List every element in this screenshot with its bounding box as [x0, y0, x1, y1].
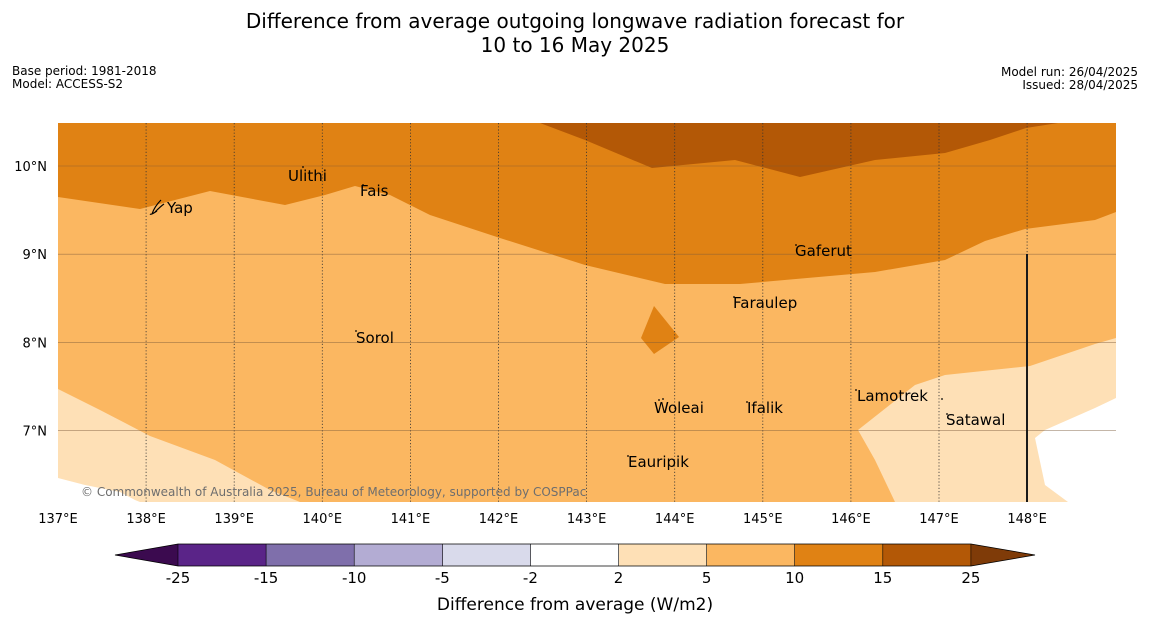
longitude-label: 147°E [919, 512, 959, 527]
zone-neutral-southwest [58, 478, 140, 502]
copyright-notice: © Commonwealth of Australia 2025, Bureau… [81, 485, 586, 499]
colorbar-tick: 2 [614, 569, 624, 587]
title-line-2: 10 to 16 May 2025 [480, 33, 670, 57]
colorbar-bin-15-25 [883, 544, 971, 566]
latitude-label: 9°N [23, 248, 48, 263]
meta-right: Model run: 26/04/2025 Issued: 28/04/2025 [1001, 66, 1138, 92]
zone-2-5-southwest [58, 389, 300, 502]
place-eauripik: Eauripik [628, 453, 689, 471]
place-ulithi: Ulithi [288, 167, 327, 185]
model-run: Model run: 26/04/2025 [1000, 65, 1138, 79]
place-yap: Yap [166, 199, 193, 217]
colorbar-tick: -2 [523, 569, 538, 587]
zone-15-25-north [540, 123, 1058, 177]
ulithi-marker [302, 166, 304, 168]
satawal-marker [946, 413, 948, 415]
place-labels: Ulithi Fais Yap Gaferut Faraulep Sorol L… [166, 166, 1005, 471]
colorbar-below-min [115, 544, 178, 566]
contour-layer [58, 123, 1116, 502]
place-sorol: Sorol [356, 329, 394, 347]
base-period: Base period: 1981-2018 [12, 64, 157, 78]
zone-10-15-patch [641, 306, 679, 354]
colorbar-bin--15--10 [266, 544, 354, 566]
colorbar-tick-labels: -25 -15 -10 -5 -2 2 5 10 15 25 [166, 569, 981, 587]
colorbar-dividers [177, 544, 972, 566]
colorbar-tick: -25 [166, 569, 191, 587]
place-ifalik: Ifalik [747, 399, 783, 417]
model-name: Model: ACCESS-S2 [12, 77, 124, 91]
faraulep-marker [733, 296, 735, 298]
title-line-1: Difference from average outgoing longwav… [245, 9, 905, 33]
longitude-label: 138°E [126, 512, 166, 527]
place-gaferut: Gaferut [795, 242, 852, 260]
colorbar-title: Difference from average (W/m2) [437, 595, 713, 615]
lamotrek-east-marker [941, 398, 943, 400]
longitude-label: 148°E [1007, 512, 1047, 527]
zone-neutral-east [1035, 398, 1116, 502]
colorbar-bin--5--2 [443, 544, 531, 566]
colorbar: -25 -15 -10 -5 -2 2 5 10 15 25 Difference from av… [114, 543, 1036, 615]
longitude-label: 139°E [214, 512, 254, 527]
longitude-label: 144°E [655, 512, 695, 527]
gaferut-marker [795, 244, 797, 246]
colorbar-tick: 25 [961, 569, 980, 587]
colorbar-bin--25--15 [178, 544, 266, 566]
sorol-marker [355, 330, 357, 332]
longitude-label: 141°E [391, 512, 431, 527]
woleai-marker [658, 399, 660, 401]
colorbar-tick: -5 [435, 569, 450, 587]
place-woleai: Woleai [654, 399, 704, 417]
latitude-label: 8°N [23, 336, 48, 351]
ifalik-marker [746, 401, 748, 403]
eauripik-marker [627, 455, 629, 457]
colorbar-bin--10--5 [354, 544, 443, 566]
gridlines [58, 123, 1116, 502]
colorbar-bin-2-5 [619, 544, 707, 566]
place-satawal: Satawal [946, 411, 1005, 429]
longitude-label: 143°E [567, 512, 607, 527]
map-title: Difference from average outgoing longwav… [0, 9, 1150, 57]
colorbar-tick: 15 [873, 569, 892, 587]
latitude-labels: 10°N 9°N 8°N 7°N [14, 160, 47, 440]
colorbar-tick: 5 [702, 569, 712, 587]
longitude-labels: 137°E 138°E 139°E 140°E 141°E 142°E 143°E 144°E… [38, 512, 1047, 527]
latitude-label: 7°N [23, 425, 48, 440]
lamotrek-marker [855, 389, 857, 391]
colorbar-tick: -15 [254, 569, 279, 587]
colorbar-bin-10-15 [795, 544, 883, 566]
woleai-marker-2 [662, 398, 664, 400]
colorbar-tick: -10 [342, 569, 367, 587]
fais-marker [362, 184, 364, 186]
place-lamotrek: Lamotrek [857, 387, 928, 405]
issued-date: Issued: 28/04/2025 [1022, 78, 1138, 92]
yap-island-icon [149, 199, 165, 215]
longitude-label: 145°E [743, 512, 783, 527]
longitude-label: 142°E [479, 512, 519, 527]
colorbar-bin--2-2 [531, 544, 619, 566]
colorbar-tick: 10 [785, 569, 804, 587]
colorbar-bin-5-10 [707, 544, 795, 566]
latitude-label: 10°N [14, 160, 47, 175]
longitude-label: 140°E [303, 512, 343, 527]
meta-left: Base period: 1981-2018 Model: ACCESS-S2 [12, 65, 157, 91]
colorbar-above-max [971, 544, 1035, 566]
place-fais: Fais [360, 182, 389, 200]
place-faraulep: Faraulep [733, 294, 797, 312]
longitude-label: 146°E [831, 512, 871, 527]
longitude-label: 137°E [38, 512, 78, 527]
